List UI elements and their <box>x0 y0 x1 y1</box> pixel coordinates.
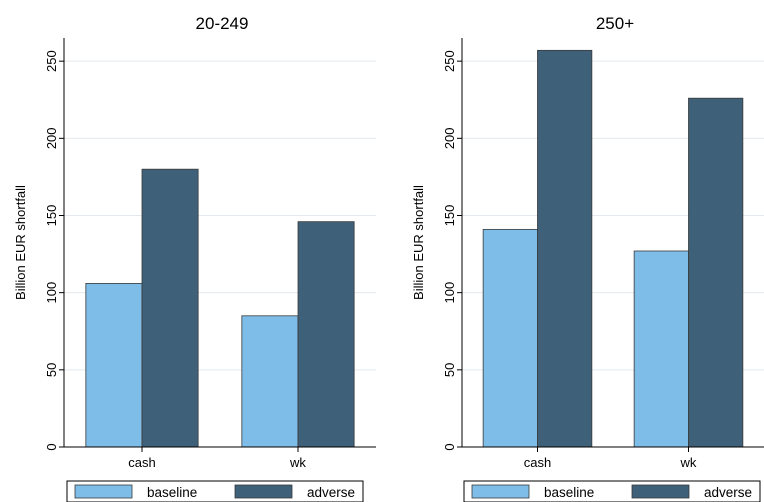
y-tick-label-0: 0 <box>442 443 457 450</box>
chart-title: 250+ <box>596 14 634 33</box>
bar-baseline-wk <box>633 250 689 448</box>
y-axis-title: Billion EUR shortfall <box>411 185 426 300</box>
y-tick-label-200: 200 <box>44 127 59 149</box>
y-tick-label-100: 100 <box>44 282 59 304</box>
x-tick-label-cash: cash <box>524 455 551 470</box>
y-tick-label-200: 200 <box>442 127 457 149</box>
panel-20-249: cash wk 0 50 100 150 200 250 Billion EUR shortfa… <box>13 14 376 502</box>
y-tick-label-250: 250 <box>44 50 59 72</box>
bar-baseline-wk <box>241 315 299 448</box>
x-tick-label-wk: wk <box>680 455 697 470</box>
chart-title: 20-249 <box>196 14 249 33</box>
legend-label-adverse: adverse <box>307 485 355 500</box>
bar-adverse-cash <box>537 49 593 448</box>
x-tick-label-wk: wk <box>289 455 306 470</box>
y-axis-title: Billion EUR shortfall <box>13 185 28 300</box>
y-tick-label-0: 0 <box>44 443 59 450</box>
x-tick-label-cash: cash <box>128 455 155 470</box>
bar-adverse-cash <box>141 168 199 448</box>
bar-baseline-cash <box>482 228 538 448</box>
y-tick-label-150: 150 <box>44 205 59 227</box>
legend-swatch-baseline <box>471 484 530 499</box>
legend-swatch-adverse <box>631 484 690 499</box>
y-tick-label-150: 150 <box>442 205 457 227</box>
bar-adverse-wk <box>688 97 744 448</box>
y-tick-label-250: 250 <box>442 50 457 72</box>
bar-baseline-cash <box>85 282 143 448</box>
y-tick-label-50: 50 <box>44 363 59 377</box>
legend-label-adverse: adverse <box>704 485 752 500</box>
legend-label-baseline: baseline <box>544 485 594 500</box>
legend-swatch-baseline <box>74 484 133 499</box>
y-tick-label-100: 100 <box>442 282 457 304</box>
panel-250-plus: cash wk 0 50 100 150 200 250 Billion EUR shortfa… <box>411 14 764 502</box>
y-tick-label-50: 50 <box>442 363 457 377</box>
legend-swatch-adverse <box>234 484 293 499</box>
legend: baseline adverse <box>463 480 761 502</box>
bar-adverse-wk <box>297 221 355 448</box>
legend: baseline adverse <box>66 480 364 502</box>
legend-label-baseline: baseline <box>147 485 197 500</box>
